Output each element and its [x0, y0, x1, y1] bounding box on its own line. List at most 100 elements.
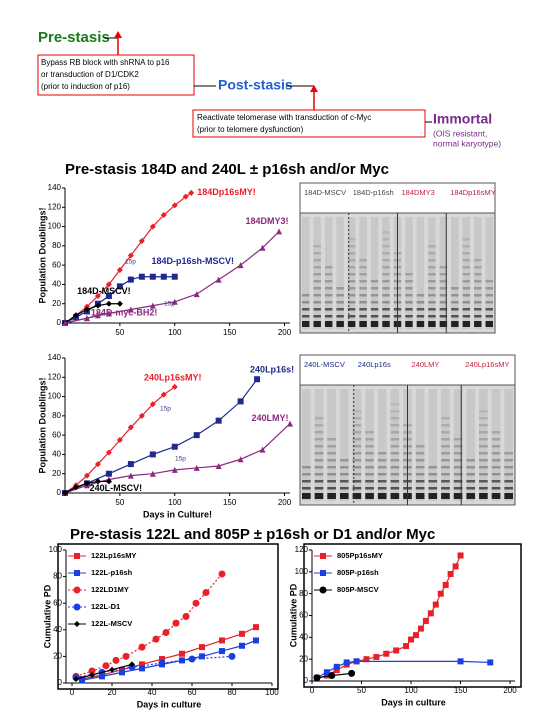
gel-band	[352, 445, 362, 448]
gel-band	[439, 273, 448, 276]
gel-band	[370, 294, 379, 297]
gel-lane	[485, 217, 493, 329]
gel-band	[352, 480, 362, 483]
gel-base	[415, 493, 425, 499]
point	[105, 310, 112, 317]
point	[348, 669, 356, 677]
annotation: 15p	[175, 456, 186, 463]
x-tick-label: 150	[223, 498, 237, 507]
gel-lane	[428, 389, 438, 501]
y-tick-label: 140	[48, 353, 62, 362]
gel-band	[347, 273, 356, 276]
gel-band	[405, 280, 413, 283]
point	[116, 283, 123, 290]
legend-label: 805P-p16sh	[337, 568, 379, 577]
gel-band	[485, 294, 493, 297]
gel-band	[327, 466, 336, 469]
gel-band	[405, 301, 413, 304]
gel-lane	[302, 217, 310, 329]
gel-band	[327, 438, 336, 441]
gel-band	[441, 452, 450, 455]
gel-band	[491, 459, 501, 462]
point	[182, 193, 189, 200]
gel-band	[466, 459, 476, 462]
point	[323, 672, 330, 679]
gel-band	[336, 315, 344, 318]
gel-band	[365, 487, 374, 490]
gel-band	[327, 480, 336, 483]
x-tick-label: 80	[228, 688, 237, 697]
heading: Pre-stasis 122L and 805P ± p16sh or D1 a…	[70, 526, 435, 543]
gel-band	[474, 273, 482, 276]
gel-band	[474, 287, 482, 290]
gel-band	[428, 315, 436, 318]
gel-band	[439, 301, 448, 304]
gel-lane	[336, 217, 344, 329]
gel-band	[336, 294, 344, 297]
point	[171, 443, 178, 450]
point	[116, 300, 123, 307]
gel-band	[415, 452, 425, 455]
gel-band	[359, 315, 367, 318]
gel-band	[485, 308, 493, 311]
gel-base	[439, 321, 448, 327]
y-tick-label: 60	[52, 260, 61, 269]
gel-band	[451, 301, 459, 304]
point	[218, 570, 226, 578]
gel-band	[359, 259, 367, 262]
gel-band	[327, 445, 336, 448]
point	[94, 293, 101, 299]
gel-band	[359, 308, 367, 311]
gel-band	[352, 466, 362, 469]
point	[171, 383, 178, 390]
point	[239, 630, 245, 637]
gel-band	[314, 466, 324, 469]
legend-marker	[74, 570, 80, 576]
y-axis-label: Cumulative PD	[288, 583, 298, 647]
stage-immortal: Immortal	[433, 111, 492, 127]
box1-line: (prior to induction of p16)	[41, 82, 130, 91]
point	[215, 417, 222, 424]
gel-band	[377, 480, 387, 483]
gel-band	[302, 487, 311, 490]
point	[172, 619, 180, 627]
gel-band	[466, 487, 476, 490]
x-tick-label: 0	[70, 688, 75, 697]
gel-band	[352, 452, 362, 455]
gel-band	[453, 466, 463, 469]
point	[94, 312, 101, 319]
series-label: 184D-MSCV!	[77, 286, 131, 296]
point	[88, 667, 96, 675]
gel-band	[352, 473, 362, 476]
point	[116, 436, 123, 443]
gel-band	[336, 287, 344, 290]
gel-band	[347, 287, 356, 290]
gel-band	[347, 301, 356, 304]
gel-band	[390, 403, 400, 406]
point	[83, 472, 90, 479]
point	[62, 320, 68, 326]
point	[427, 610, 434, 617]
gel-band	[390, 438, 400, 441]
gel-band	[441, 473, 450, 476]
annotation: 15p	[125, 259, 136, 266]
point	[219, 648, 225, 655]
point	[182, 613, 190, 620]
point	[199, 653, 205, 660]
point	[138, 238, 145, 245]
gel-band	[428, 273, 436, 276]
gel-base	[336, 321, 344, 327]
gel-band	[479, 459, 488, 462]
series-line	[64, 312, 110, 324]
gel-band	[352, 438, 362, 441]
point	[62, 490, 68, 496]
gel-base	[441, 493, 450, 499]
gel-band	[314, 424, 324, 427]
gel-band	[428, 294, 436, 297]
gel-band	[390, 480, 400, 483]
point	[138, 273, 145, 280]
point	[105, 300, 112, 307]
gel-band	[462, 252, 471, 255]
legend-marker	[320, 553, 326, 559]
gel-band	[377, 459, 387, 462]
